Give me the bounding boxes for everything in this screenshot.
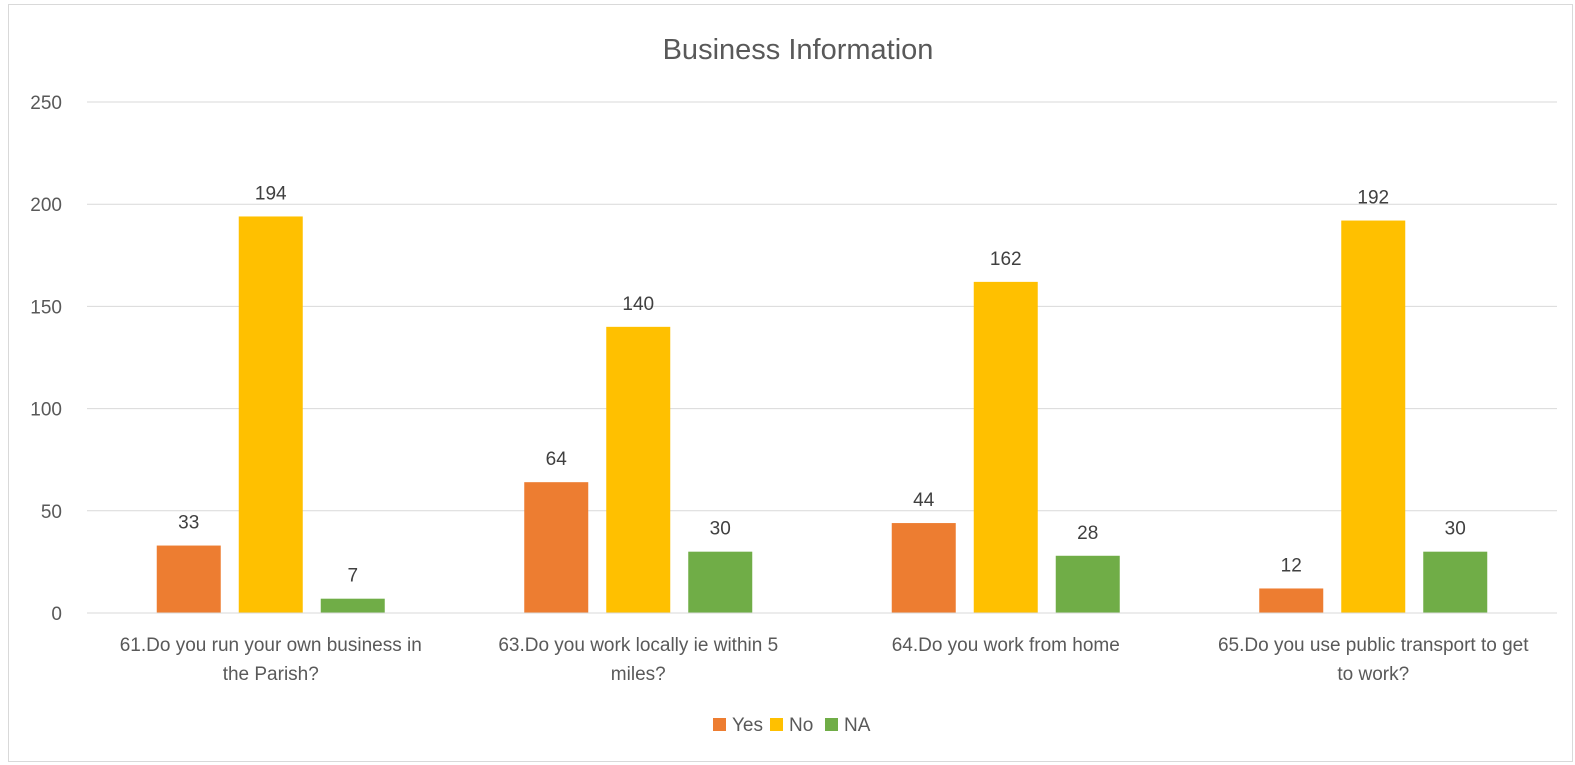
bar-yes xyxy=(1259,588,1324,613)
y-tick-label: 250 xyxy=(30,93,62,114)
legend-label: No xyxy=(789,715,813,736)
chart-title: Business Information xyxy=(663,34,934,66)
y-tick-label: 150 xyxy=(30,297,62,318)
bar-no xyxy=(606,326,671,613)
category-label-line: 63.Do you work locally ie within 5 xyxy=(498,635,778,656)
gridlines xyxy=(87,101,1557,614)
legend-swatch-yes xyxy=(713,718,726,731)
category-label-line: 61.Do you run your own business in xyxy=(120,635,422,656)
legend: Yes No NA xyxy=(713,715,871,736)
data-label: 44 xyxy=(913,490,935,511)
bar-no xyxy=(238,216,303,614)
data-label: 12 xyxy=(1281,555,1302,576)
data-label: 33 xyxy=(178,513,199,534)
legend-label: NA xyxy=(844,715,871,736)
bar-yes xyxy=(524,482,589,613)
bar-na xyxy=(1423,551,1488,613)
data-label: 30 xyxy=(1445,519,1466,540)
legend-swatch-no xyxy=(770,718,783,731)
category-label-line: to work? xyxy=(1337,664,1409,685)
bar-na xyxy=(688,551,753,613)
legend-swatch-na xyxy=(825,718,838,731)
legend-label: Yes xyxy=(732,715,763,736)
y-tick-label: 0 xyxy=(51,604,62,625)
data-label: 30 xyxy=(710,519,731,540)
category-label: 64.Do you work from home xyxy=(892,635,1120,656)
bars xyxy=(87,216,1557,614)
y-tick-label: 50 xyxy=(41,502,62,523)
y-tick-label: 100 xyxy=(30,400,62,421)
category-label-line: 65.Do you use public transport to get xyxy=(1218,635,1529,656)
y-tick-label: 200 xyxy=(30,195,62,216)
bar-no xyxy=(1341,220,1406,613)
bar-yes xyxy=(156,545,221,613)
category-label-line: 64.Do you work from home xyxy=(892,635,1120,656)
category-label: 63.Do you work locally ie within 5 miles? xyxy=(498,635,778,685)
category-label: 65.Do you use public transport to get to … xyxy=(1218,635,1529,685)
data-label: 140 xyxy=(622,294,654,315)
category-label-line: miles? xyxy=(611,664,666,685)
bar-no xyxy=(973,281,1038,613)
data-label: 28 xyxy=(1077,523,1098,544)
data-label: 192 xyxy=(1357,188,1389,209)
data-label: 64 xyxy=(546,449,568,470)
bar-yes xyxy=(891,523,956,613)
bar-na xyxy=(320,598,385,613)
category-labels: 61.Do you run your own business in the Pa… xyxy=(120,635,1530,685)
data-label: 162 xyxy=(990,249,1022,270)
data-labels: 33 194 7 64 140 30 44 162 28 12 192 30 xyxy=(178,183,1466,586)
data-label: 194 xyxy=(255,183,287,204)
data-label: 7 xyxy=(347,566,358,587)
category-label: 61.Do you run your own business in the Pa… xyxy=(120,635,422,685)
category-label-line: the Parish? xyxy=(223,664,319,685)
y-axis-ticks: 0 50 100 150 200 250 xyxy=(30,93,62,625)
bar-na xyxy=(1055,555,1120,613)
